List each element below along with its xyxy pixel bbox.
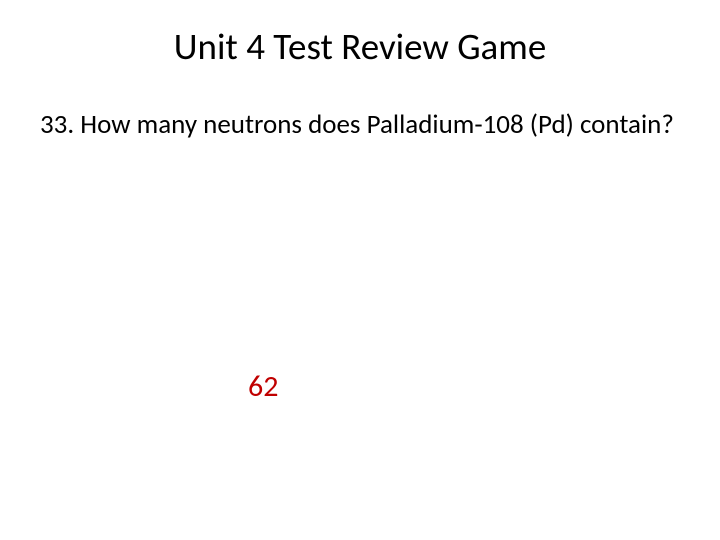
question-text: 33. How many neutrons does Palladium-108…: [40, 108, 676, 142]
slide-title: Unit 4 Test Review Game: [0, 24, 720, 69]
answer-text: 62: [248, 368, 278, 405]
